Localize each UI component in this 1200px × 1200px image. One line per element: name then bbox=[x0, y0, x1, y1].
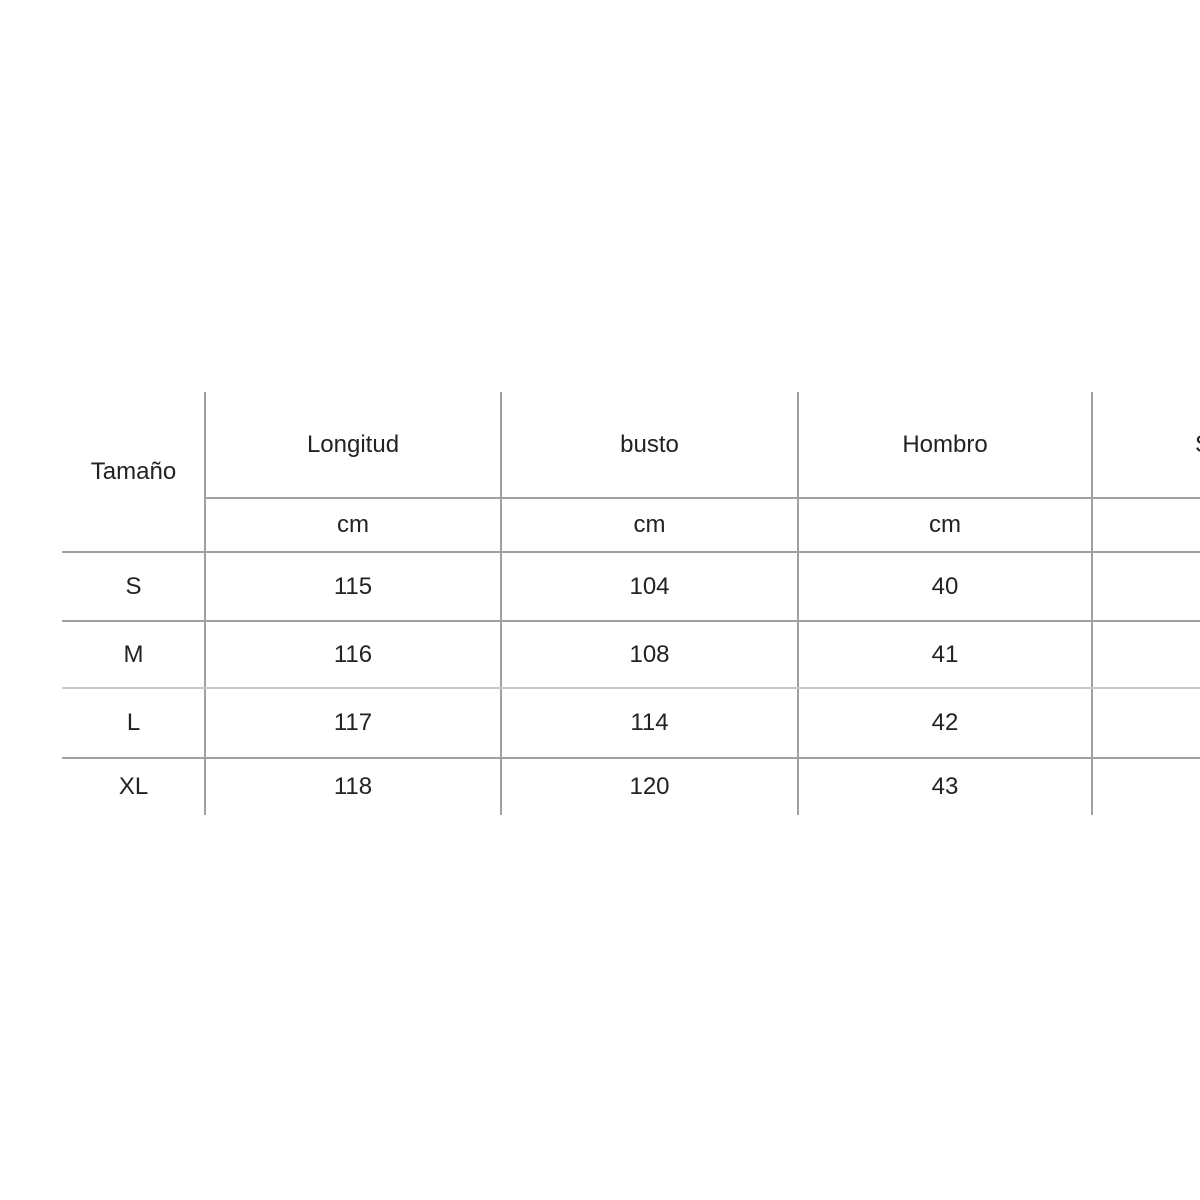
column-divider bbox=[204, 392, 206, 815]
column-divider bbox=[1091, 392, 1093, 815]
column-header: Hombro bbox=[902, 431, 988, 458]
row-size: S bbox=[125, 572, 142, 600]
column-divider bbox=[797, 392, 799, 815]
table-cell bbox=[1092, 552, 1200, 621]
column-header: S bbox=[1195, 338, 1200, 552]
table-cell: 42 bbox=[931, 709, 959, 736]
table-cell: 118 bbox=[333, 772, 373, 800]
table-cell: 115 bbox=[333, 572, 373, 600]
column-header: Longitud bbox=[306, 431, 400, 458]
table-cell: 41 bbox=[931, 640, 959, 668]
row-divider bbox=[62, 620, 1200, 622]
table-cell: 114 bbox=[630, 709, 669, 736]
table-cell: 43 bbox=[931, 772, 959, 800]
table-cell: 40 bbox=[931, 572, 959, 600]
table-cell: 104 bbox=[629, 572, 670, 600]
table-cell: 108 bbox=[629, 640, 670, 668]
row-size: L bbox=[126, 709, 141, 736]
size-header: Tamaño bbox=[90, 458, 177, 485]
row-divider bbox=[62, 757, 1200, 759]
row-divider bbox=[62, 687, 1200, 689]
row-divider bbox=[62, 551, 1200, 553]
table-cell bbox=[1092, 758, 1200, 815]
column-unit: cm bbox=[633, 511, 666, 538]
table-cell bbox=[1092, 688, 1200, 758]
column-header: busto bbox=[620, 431, 679, 458]
table-cell: 120 bbox=[629, 772, 670, 800]
column-divider bbox=[500, 392, 502, 815]
row-divider bbox=[205, 497, 1200, 499]
table-cell bbox=[1092, 621, 1200, 688]
column-unit: cm bbox=[929, 511, 961, 538]
table-cell: 116 bbox=[333, 640, 373, 668]
column-unit bbox=[1092, 498, 1200, 552]
table-cell: 117 bbox=[333, 709, 373, 736]
column-unit: cm bbox=[337, 511, 369, 538]
row-size: M bbox=[123, 640, 144, 668]
row-size: XL bbox=[118, 772, 149, 800]
